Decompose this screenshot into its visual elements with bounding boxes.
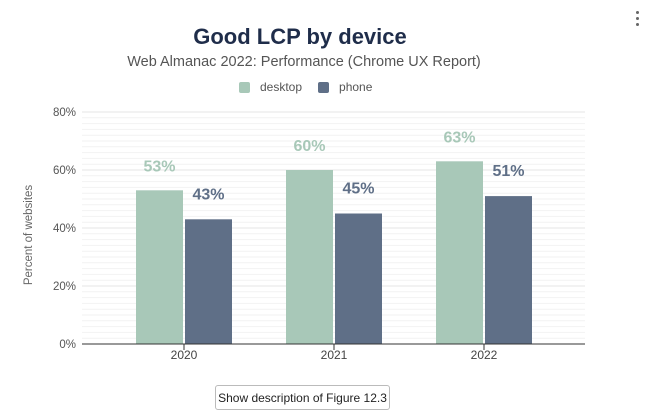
y-tick-label: 80% (53, 107, 76, 119)
x-tick-label: 2022 (471, 348, 498, 362)
data-label-phone-2021: 45% (342, 181, 374, 198)
bar-desktop-2020 (136, 190, 183, 344)
bar-phone-2020 (185, 219, 232, 344)
data-label-phone-2022: 51% (492, 163, 524, 180)
data-label-phone-2020: 43% (192, 186, 224, 203)
bar-desktop-2022 (436, 161, 483, 344)
legend-swatch-desktop (239, 81, 250, 93)
y-tick-label: 40% (53, 223, 76, 235)
bar-phone-2021 (335, 213, 382, 344)
legend-item-desktop[interactable]: desktop (239, 80, 302, 94)
chart-menu-icon[interactable] (628, 8, 648, 28)
y-tick-label: 0% (59, 339, 76, 351)
bar-phone-2022 (485, 196, 532, 344)
chart-legend: desktop phone (239, 80, 388, 94)
y-tick-label: 60% (53, 165, 76, 177)
y-axis-label: Percent of websites (23, 185, 35, 286)
y-tick-label: 20% (53, 281, 76, 293)
bar-desktop-2021 (286, 170, 333, 344)
x-tick-label: 2020 (171, 348, 198, 362)
chart-title: Good LCP by device (193, 24, 407, 49)
chart-subtitle: Web Almanac 2022: Performance (Chrome UX… (127, 54, 481, 70)
legend-label-phone: phone (339, 80, 373, 94)
legend-item-phone[interactable]: phone (318, 80, 372, 94)
legend-label-desktop: desktop (260, 80, 303, 94)
x-tick-label: 2021 (321, 348, 348, 362)
show-description-button[interactable]: Show description of Figure 12.3 (215, 385, 390, 410)
data-label-desktop-2022: 63% (443, 129, 475, 146)
data-label-desktop-2020: 53% (143, 158, 175, 175)
legend-swatch-phone (318, 81, 330, 93)
data-label-desktop-2021: 60% (293, 138, 325, 155)
